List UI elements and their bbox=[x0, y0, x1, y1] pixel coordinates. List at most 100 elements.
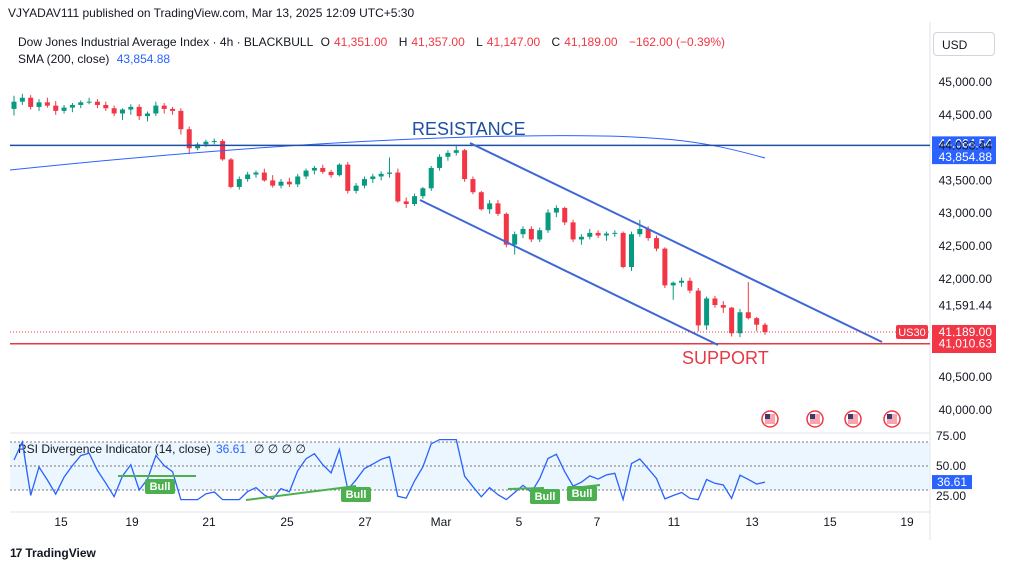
candle bbox=[278, 179, 284, 189]
candle-body bbox=[570, 222, 576, 240]
candle bbox=[145, 111, 151, 122]
price-badge-label: 43,854.88 bbox=[939, 150, 993, 164]
candle-body bbox=[170, 108, 176, 111]
event-flag-canton bbox=[848, 414, 853, 419]
candle bbox=[320, 164, 326, 174]
event-flag-canton bbox=[887, 414, 892, 419]
candle bbox=[537, 227, 543, 243]
symbol-tag-bg bbox=[896, 325, 928, 340]
time-axis-label: 19 bbox=[900, 515, 914, 529]
candle-body bbox=[654, 238, 660, 249]
price-tick-label: 40,500.00 bbox=[939, 370, 993, 384]
price-badge-bg bbox=[932, 150, 996, 165]
candle bbox=[595, 230, 601, 239]
price-tick-label: 40,000.00 bbox=[939, 403, 993, 417]
bull-divergence-line bbox=[507, 487, 545, 490]
candle bbox=[378, 171, 384, 181]
candle-body bbox=[36, 102, 42, 107]
candle-body bbox=[428, 167, 434, 189]
event-flag-canton bbox=[810, 414, 815, 419]
event-flag-fill bbox=[848, 414, 858, 424]
ohlc-low: L 41,147.00 bbox=[476, 35, 541, 49]
candle-body bbox=[737, 312, 743, 334]
candle-body bbox=[11, 101, 17, 109]
bull-label-text: Bull bbox=[346, 489, 367, 501]
candle-body bbox=[378, 173, 384, 177]
price-badge-bg bbox=[932, 325, 996, 340]
candle bbox=[336, 163, 342, 177]
candle bbox=[295, 173, 301, 187]
bull-divergence-line bbox=[573, 484, 601, 489]
candle bbox=[687, 277, 693, 294]
rsi-value: 36.61 bbox=[216, 442, 246, 456]
event-flag-fill bbox=[810, 414, 820, 424]
bull-label-text: Bull bbox=[572, 488, 593, 500]
candle bbox=[170, 106, 176, 115]
symbol-info[interactable]: Dow Jones Industrial Average Index · 4h … bbox=[18, 35, 314, 49]
candle bbox=[520, 226, 526, 239]
bull-label: Bull bbox=[567, 486, 597, 501]
candle-body bbox=[136, 106, 142, 117]
resistance-label: RESISTANCE bbox=[412, 119, 526, 139]
candle-body bbox=[662, 248, 668, 286]
candle-body bbox=[704, 298, 710, 326]
candle bbox=[328, 169, 334, 178]
candle-body bbox=[86, 101, 92, 103]
event-flag-ring bbox=[844, 410, 862, 428]
price-badge-label: 41,010.63 bbox=[939, 337, 993, 351]
time-axis-label: 21 bbox=[202, 515, 216, 529]
price-tick-label: 44,500.00 bbox=[939, 108, 993, 122]
candle-body bbox=[245, 174, 251, 180]
price-badge: 44,064.54 bbox=[932, 136, 996, 151]
candle-body bbox=[370, 176, 376, 180]
candle bbox=[370, 173, 376, 184]
bull-label: Bull bbox=[530, 489, 560, 504]
currency-button[interactable]: USD bbox=[933, 32, 995, 56]
candle-body bbox=[211, 141, 217, 143]
candle bbox=[44, 97, 50, 108]
time-axis-label: 11 bbox=[668, 515, 681, 529]
price-badge-bg bbox=[932, 339, 996, 354]
candle bbox=[19, 93, 25, 105]
candle-body bbox=[603, 233, 609, 236]
candle bbox=[111, 105, 117, 117]
price-badge: 41,010.63 bbox=[932, 336, 996, 351]
candle bbox=[704, 296, 710, 330]
candle-body bbox=[528, 228, 534, 240]
candle-body bbox=[153, 105, 159, 114]
candle-body bbox=[754, 318, 760, 325]
rsi-extra: ∅ ∅ ∅ ∅ bbox=[254, 442, 306, 456]
candle bbox=[470, 176, 476, 195]
candle-body bbox=[261, 172, 267, 181]
candle bbox=[453, 145, 459, 156]
candle-body bbox=[462, 150, 468, 180]
sma-label[interactable]: SMA (200, close) bbox=[18, 52, 110, 66]
candle-body bbox=[361, 179, 367, 186]
candle bbox=[178, 108, 184, 135]
tv-logo-icon: 17 bbox=[10, 546, 22, 560]
candle-body bbox=[195, 144, 201, 149]
rsi-line bbox=[13, 438, 766, 503]
bull-label-text: Bull bbox=[535, 491, 556, 503]
event-flag-ring bbox=[806, 410, 824, 428]
candle-body bbox=[595, 232, 601, 236]
candle-body bbox=[19, 97, 25, 102]
time-axis-label: 27 bbox=[358, 515, 372, 529]
candle-body bbox=[562, 207, 568, 223]
candle-body bbox=[520, 228, 526, 235]
tradingview-logo[interactable]: 17 TradingView bbox=[10, 546, 96, 560]
candle-body bbox=[512, 234, 518, 245]
rsi-tick-label: 25.00 bbox=[936, 489, 966, 503]
time-axis-label: Mar bbox=[431, 515, 452, 529]
candle bbox=[245, 171, 251, 182]
bull-divergence-line bbox=[245, 485, 357, 501]
candle-body bbox=[336, 164, 342, 176]
candle-body bbox=[161, 105, 167, 109]
bull-label-text: Bull bbox=[150, 481, 171, 493]
candle-body bbox=[612, 232, 618, 234]
candle-body bbox=[103, 104, 109, 109]
price-change: −162.00 (−0.39%) bbox=[628, 35, 726, 49]
candle-body bbox=[495, 203, 501, 214]
candle-body bbox=[186, 129, 192, 149]
